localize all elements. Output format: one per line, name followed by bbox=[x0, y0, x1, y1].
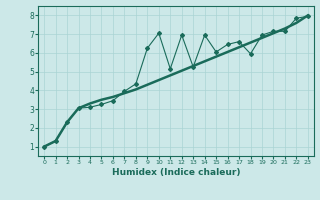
X-axis label: Humidex (Indice chaleur): Humidex (Indice chaleur) bbox=[112, 168, 240, 177]
